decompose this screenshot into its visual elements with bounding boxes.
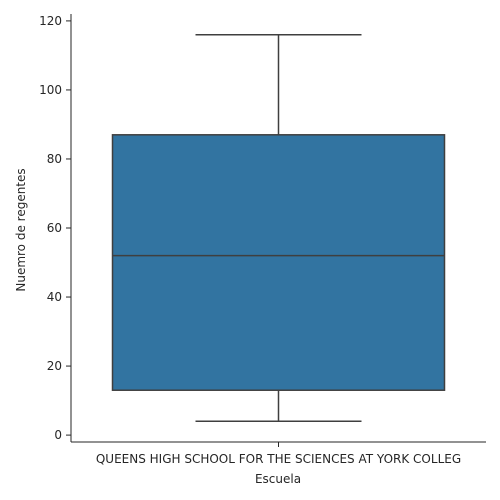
y-tick-label: 80 xyxy=(47,152,62,166)
y-tick-label: 20 xyxy=(47,359,62,373)
x-axis-title: Escuela xyxy=(255,472,301,486)
y-axis: 0 20 40 60 80 100 120 xyxy=(39,14,72,442)
y-tick-label: 120 xyxy=(39,14,62,28)
y-tick-label: 60 xyxy=(47,221,62,235)
y-axis-title: Nuemro de regentes xyxy=(14,168,28,291)
box-iqr xyxy=(111,134,446,391)
x-tick-label: QUEENS HIGH SCHOOL FOR THE SCIENCES AT Y… xyxy=(96,452,461,466)
y-tick-label: 100 xyxy=(39,83,62,97)
plot-area xyxy=(111,33,446,423)
y-tick-label: 40 xyxy=(47,290,62,304)
y-tick-label: 0 xyxy=(54,428,62,442)
x-axis: QUEENS HIGH SCHOOL FOR THE SCIENCES AT Y… xyxy=(71,441,486,466)
